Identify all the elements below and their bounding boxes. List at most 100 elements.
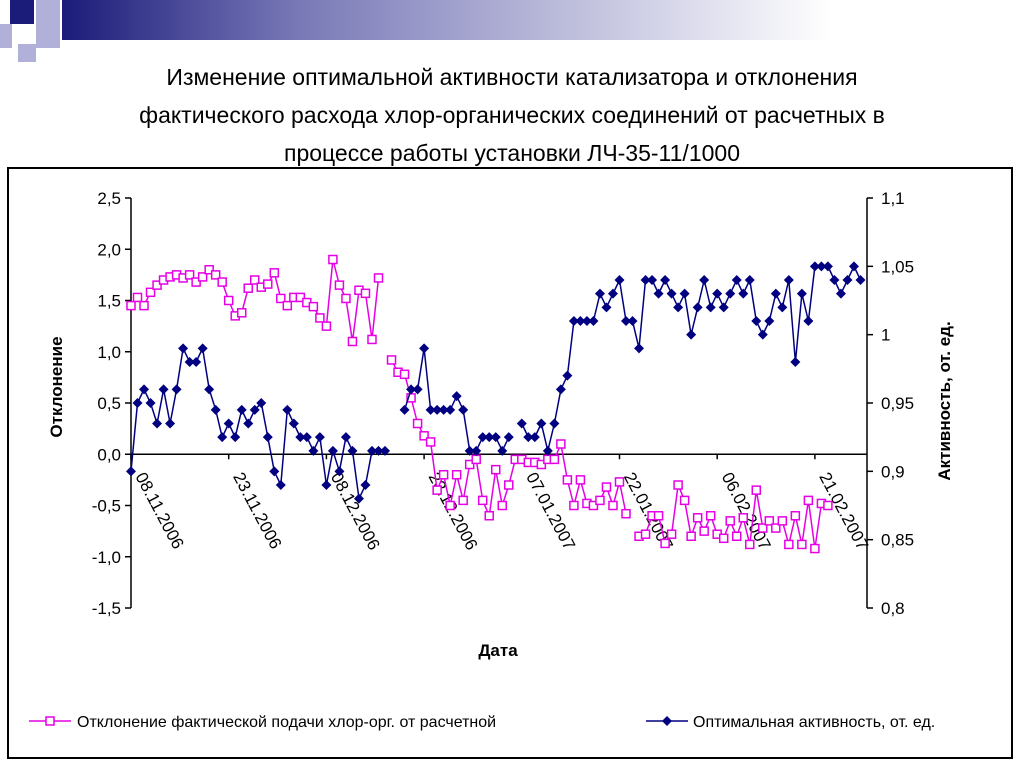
legend-label-activity: Оптимальная активность, от. ед.: [693, 714, 935, 731]
data-point-deviation: [269, 268, 280, 278]
data-point-deviation: [504, 480, 514, 490]
data-point-activity: [321, 480, 332, 490]
data-point-deviation: [321, 321, 332, 331]
data-point-activity: [262, 432, 273, 443]
y2-axis-label: Активность, от. ед.: [935, 321, 954, 480]
y-tick-label: -1,0: [92, 548, 121, 567]
data-point-activity: [738, 288, 749, 299]
legend-marker-deviation: [45, 716, 55, 726]
data-point-deviation: [556, 439, 566, 449]
data-point-deviation: [152, 280, 162, 290]
data-point-activity: [314, 432, 325, 443]
data-point-deviation: [197, 272, 208, 282]
data-point-activity: [712, 288, 723, 299]
data-point-deviation: [328, 254, 338, 265]
data-point-deviation: [315, 313, 325, 323]
data-point-activity: [445, 404, 456, 415]
data-point-activity: [718, 302, 729, 313]
x-tick-label: 08.12.2006: [327, 469, 384, 553]
data-point-activity: [412, 384, 423, 395]
data-point-activity: [419, 343, 430, 354]
data-point-activity: [725, 288, 736, 299]
data-point-deviation: [210, 270, 221, 280]
data-point-activity: [679, 288, 690, 299]
data-point-activity: [835, 288, 846, 299]
data-point-deviation: [250, 275, 260, 285]
data-point-deviation: [295, 292, 306, 303]
data-point-deviation: [575, 475, 586, 485]
data-point-deviation: [621, 508, 631, 519]
y2-tick-label: 1,1: [881, 189, 905, 208]
slide-title: Изменение оптимальной активности катализ…: [20, 58, 1004, 172]
data-point-activity: [562, 370, 573, 381]
data-point-activity: [588, 316, 599, 326]
data-point-activity: [191, 357, 202, 367]
data-point-deviation: [399, 369, 410, 380]
y-tick-label: -0,5: [92, 497, 121, 516]
data-point-activity: [438, 404, 449, 415]
data-point-activity: [783, 275, 794, 285]
data-point-deviation: [718, 533, 729, 544]
data-point-deviation: [660, 538, 670, 549]
chart-frame: 2,5 2,0 1,5 1,0 0,5 0,0 -0,5 -1,0 -1,5 1,1 1,05 1 0,…: [7, 167, 1013, 759]
data-point-deviation: [790, 511, 801, 521]
data-point-deviation: [751, 485, 762, 495]
title-line: процессе работы установки ЛЧ-35-11/1000: [283, 140, 740, 166]
data-point-deviation: [601, 482, 612, 492]
data-point-activity: [581, 316, 592, 326]
data-point-deviation: [797, 539, 807, 550]
data-point-activity: [542, 445, 553, 456]
chart-svg: 2,5 2,0 1,5 1,0 0,5 0,0 -0,5 -1,0 -1,5 1,1 1,05 1 0,…: [29, 189, 954, 731]
data-point-activity: [803, 316, 814, 326]
data-point-deviation: [191, 277, 201, 287]
data-point-activity: [568, 316, 579, 326]
data-point-deviation: [419, 431, 429, 441]
data-point-activity: [666, 288, 677, 299]
data-point-deviation: [236, 308, 247, 318]
y2-tick-label: 0,9: [881, 462, 905, 481]
data-point-deviation: [699, 526, 709, 536]
data-point-deviation: [731, 531, 742, 541]
data-point-activity: [256, 398, 267, 408]
deco-square: [10, 0, 34, 24]
data-point-activity: [406, 384, 417, 395]
data-point-deviation: [412, 418, 423, 429]
y2-tick-label: 0,85: [881, 531, 914, 550]
data-point-deviation: [653, 511, 664, 521]
data-point-deviation: [425, 437, 436, 447]
data-point-deviation: [679, 495, 690, 506]
data-point-activity: [757, 329, 768, 340]
data-point-activity: [842, 275, 853, 285]
data-point-deviation: [608, 500, 618, 511]
data-point-activity: [210, 404, 221, 415]
y-tick-label: 2,5: [97, 189, 121, 208]
data-point-activity: [217, 432, 228, 443]
data-point-activity: [347, 445, 358, 456]
data-point-activity: [301, 432, 312, 443]
x-tick-label: 21.02.2007: [815, 469, 872, 553]
data-point-deviation: [666, 529, 677, 539]
data-point-deviation: [588, 500, 599, 511]
data-point-activity: [809, 261, 820, 272]
data-point-deviation: [464, 459, 475, 470]
data-point-activity: [171, 384, 182, 395]
data-point-activity: [152, 418, 163, 429]
data-point-deviation: [490, 464, 501, 475]
data-point-deviation: [823, 500, 833, 511]
data-point-deviation: [126, 300, 136, 311]
data-point-activity: [575, 316, 586, 326]
y-axis-label: Отклонение: [47, 336, 66, 437]
data-point-deviation: [471, 454, 481, 465]
data-point-deviation: [777, 516, 788, 526]
data-point-deviation: [692, 513, 703, 523]
data-point-deviation: [484, 511, 494, 521]
data-point-activity: [334, 466, 345, 477]
axes-group: 2,5 2,0 1,5 1,0 0,5 0,0 -0,5 -1,0 -1,5 1,1 1,05 1 0,…: [92, 189, 914, 618]
x-tick-label: 23.12.2006: [425, 469, 482, 553]
header-gradient-bar: [62, 0, 1024, 40]
y-tick-label: 1,5: [97, 292, 121, 311]
data-point-activity: [751, 316, 762, 326]
deco-square: [18, 44, 36, 62]
data-point-activity: [536, 418, 547, 429]
data-point-activity: [523, 432, 534, 443]
